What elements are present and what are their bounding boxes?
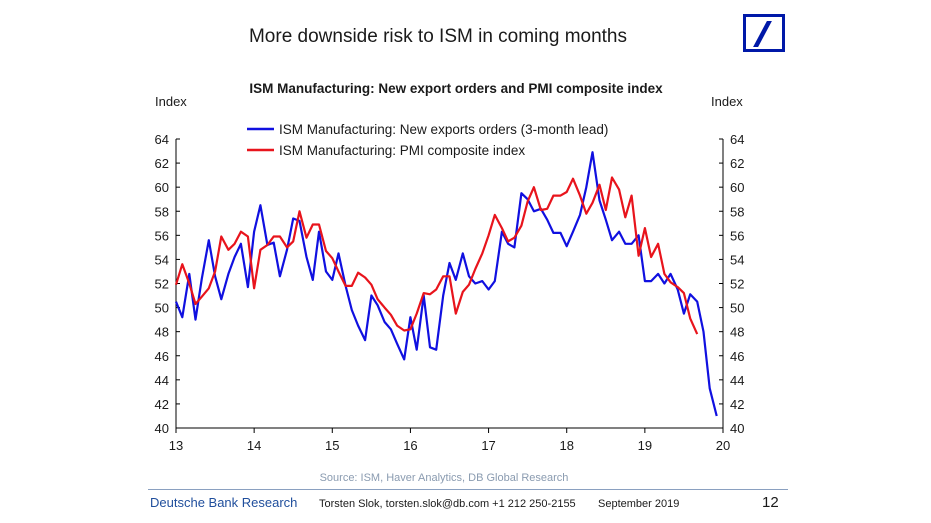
y-tick-label-left: 50	[155, 301, 169, 316]
x-tick-label: 13	[169, 438, 183, 453]
y-tick-label-right: 60	[730, 180, 744, 195]
x-tick-label: 17	[481, 438, 495, 453]
y-tick-label-right: 46	[730, 349, 744, 364]
footer-brand: Deutsche Bank Research	[150, 495, 298, 510]
y-tick-label-left: 54	[155, 252, 169, 267]
deutsche-bank-logo-icon	[743, 14, 785, 52]
x-tick-label: 14	[247, 438, 261, 453]
y-tick-label-left: 56	[155, 228, 169, 243]
y-tick-label-right: 56	[730, 228, 744, 243]
legend-label-1: ISM Manufacturing: New exports orders (3…	[279, 122, 608, 137]
y-tick-label-left: 52	[155, 277, 169, 292]
y-tick-label-left: 60	[155, 180, 169, 195]
x-tick-label: 20	[716, 438, 730, 453]
footer-divider	[148, 489, 788, 490]
source-note: Source: ISM, Haver Analytics, DB Global …	[319, 472, 569, 484]
line-chart: 40 40 42 42 44 44 46 46 48 48 50 50 52 52 54 54 56 56 58 58…	[155, 122, 745, 453]
y-tick-label-left: 48	[155, 325, 169, 340]
y-tick-label-right: 42	[730, 397, 744, 412]
y-tick-label-right: 40	[730, 421, 744, 436]
y-tick-label-left: 44	[155, 373, 169, 388]
slide-title: More downside risk to ISM in coming mont…	[248, 26, 628, 47]
y-tick-label-right: 64	[730, 132, 744, 147]
x-tick-label: 18	[559, 438, 573, 453]
y-tick-label-right: 54	[730, 252, 744, 267]
y-tick-label-left: 40	[155, 421, 169, 436]
x-tick-label: 15	[325, 438, 339, 453]
x-tick-label: 19	[638, 438, 652, 453]
y-tick-label-left: 58	[155, 204, 169, 219]
right-axis-unit: Index	[711, 94, 743, 109]
chart-legend: ISM Manufacturing: New exports orders (3…	[247, 122, 608, 158]
y-tick-label-right: 58	[730, 204, 744, 219]
chart-series	[174, 151, 718, 417]
legend-label-2: ISM Manufacturing: PMI composite index	[279, 143, 525, 158]
y-tick-label-right: 44	[730, 373, 744, 388]
series-line-1	[174, 151, 718, 417]
y-tick-label-right: 62	[730, 156, 744, 171]
series-line-2	[174, 176, 699, 335]
y-tick-label-left: 46	[155, 349, 169, 364]
y-tick-label-right: 48	[730, 325, 744, 340]
footer-date: September 2019	[598, 498, 680, 510]
y-tick-label-left: 62	[155, 156, 169, 171]
chart-title: ISM Manufacturing: New export orders and…	[249, 81, 663, 96]
y-tick-label-left: 42	[155, 397, 169, 412]
y-tick-label-left: 64	[155, 132, 169, 147]
chart-axes: 40 40 42 42 44 44 46 46 48 48 50 50 52 52 54 54 56 56 58 58…	[155, 132, 745, 453]
page-number: 12	[762, 494, 779, 511]
footer-contact: Torsten Slok, torsten.slok@db.com +1 212…	[319, 498, 576, 510]
y-tick-label-right: 52	[730, 277, 744, 292]
left-axis-unit: Index	[155, 94, 187, 109]
y-tick-label-right: 50	[730, 301, 744, 316]
x-tick-label: 16	[403, 438, 417, 453]
